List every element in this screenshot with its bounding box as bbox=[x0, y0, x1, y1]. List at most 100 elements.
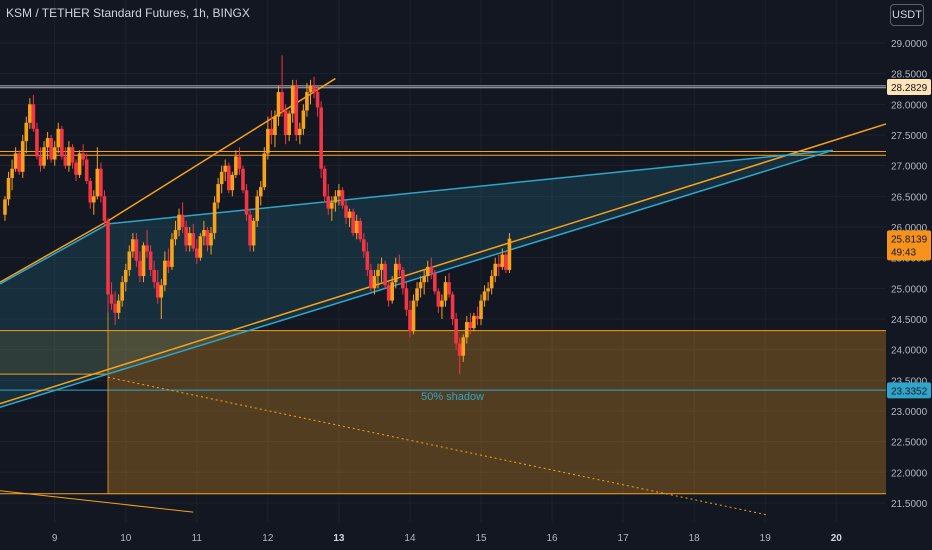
candle-body bbox=[496, 263, 501, 267]
price-label-value: 28.2829 bbox=[891, 83, 928, 94]
y-tick-label: 22.5000 bbox=[891, 438, 928, 449]
x-tick-label: 10 bbox=[120, 533, 132, 544]
candle-body bbox=[70, 147, 75, 163]
candle-body bbox=[450, 294, 455, 319]
y-tick-label: 24.5000 bbox=[891, 315, 928, 326]
candle-body bbox=[81, 153, 85, 160]
bottom-trend-line bbox=[0, 490, 194, 513]
candle-body bbox=[482, 291, 487, 301]
candle-body bbox=[489, 276, 494, 289]
channel-left-line bbox=[0, 223, 109, 285]
candle-body bbox=[386, 285, 391, 301]
candle-body bbox=[287, 113, 291, 135]
candle-body bbox=[88, 180, 93, 203]
candle-body bbox=[223, 165, 228, 172]
candle-body bbox=[468, 322, 473, 329]
y-tick-label: 21.5000 bbox=[891, 499, 928, 510]
candle-body bbox=[465, 322, 469, 338]
candle-body bbox=[52, 147, 57, 160]
candle-body bbox=[237, 156, 242, 169]
x-tick-label: 11 bbox=[192, 533, 203, 544]
candle-body bbox=[120, 282, 125, 301]
candle-body bbox=[123, 269, 128, 283]
candle-body bbox=[234, 156, 238, 175]
candle-body bbox=[461, 337, 466, 356]
candle-body bbox=[163, 260, 167, 286]
candle-body bbox=[276, 92, 281, 117]
candle-body bbox=[457, 343, 462, 356]
candle-body bbox=[376, 269, 380, 277]
shadow-annotation: 50% shadow bbox=[421, 391, 484, 403]
candle-body bbox=[152, 269, 156, 283]
candle-body bbox=[408, 309, 412, 332]
currency-button[interactable]: USDT bbox=[890, 4, 924, 26]
candle-body bbox=[397, 263, 402, 270]
candle-body bbox=[322, 168, 327, 197]
candles bbox=[3, 55, 512, 375]
y-tick-label: 26.5000 bbox=[891, 192, 928, 203]
x-tick-label: 16 bbox=[547, 533, 559, 544]
candle-body bbox=[177, 214, 181, 231]
channel-upper-line bbox=[107, 149, 833, 225]
candle-body bbox=[28, 104, 32, 123]
candle-body bbox=[109, 294, 114, 304]
candle-body bbox=[390, 282, 394, 301]
candle-body bbox=[312, 85, 316, 93]
candle-body bbox=[127, 251, 132, 270]
candle-body bbox=[354, 220, 359, 234]
x-tick-label: 9 bbox=[52, 533, 58, 544]
candle-body bbox=[155, 282, 160, 298]
y-tick-label: 23.5000 bbox=[891, 376, 928, 387]
candle-body bbox=[273, 116, 277, 135]
candle-body bbox=[49, 138, 53, 160]
candle-body bbox=[283, 110, 288, 135]
candle-body bbox=[475, 315, 480, 319]
candle-body bbox=[202, 230, 206, 237]
price-label-bg bbox=[887, 78, 931, 95]
candle-body bbox=[369, 269, 373, 289]
price-label-horizontal-line: 28.2829 bbox=[887, 78, 931, 95]
candle-body bbox=[447, 282, 451, 295]
candle-body bbox=[13, 153, 18, 169]
candle-body bbox=[372, 276, 377, 289]
trend-line-upper-orange bbox=[107, 77, 336, 222]
y-tick-label: 28.0000 bbox=[891, 100, 928, 111]
price-labels: 28.2829 25.8139 49:43 23.3352 bbox=[887, 78, 931, 399]
candle-body bbox=[42, 147, 46, 166]
candle-body bbox=[319, 107, 323, 169]
y-tick-label: 22.0000 bbox=[891, 468, 928, 479]
candle-body bbox=[411, 300, 416, 332]
channel-lower-line bbox=[0, 149, 833, 409]
candle-body bbox=[361, 239, 366, 252]
candle-body bbox=[148, 251, 153, 270]
x-tick-label: 12 bbox=[262, 533, 274, 544]
candle-body bbox=[17, 153, 21, 172]
candle-body bbox=[340, 190, 345, 206]
candle-body bbox=[294, 85, 299, 135]
candle-body bbox=[493, 263, 498, 277]
candle-body bbox=[219, 171, 224, 185]
price-label-value: 23.3352 bbox=[891, 386, 928, 397]
candle-body bbox=[38, 156, 43, 166]
y-tick-label: 27.0000 bbox=[891, 162, 928, 173]
candle-body bbox=[379, 263, 384, 270]
candle-body bbox=[230, 174, 235, 191]
candle-body bbox=[180, 214, 185, 227]
candle-body bbox=[280, 92, 284, 111]
candle-body bbox=[258, 187, 263, 197]
candle-body bbox=[191, 233, 196, 249]
axes: 21.5000 22.0000 22.5000 23.0000 23.5000 24.00… bbox=[52, 39, 928, 544]
candle-body bbox=[425, 266, 430, 277]
price-label-bg bbox=[887, 230, 931, 261]
candle-body bbox=[244, 190, 249, 215]
candle-body bbox=[131, 239, 135, 252]
candle-body bbox=[301, 110, 306, 129]
candle-body bbox=[10, 168, 14, 178]
candle-body bbox=[77, 153, 82, 175]
candle-body bbox=[290, 85, 295, 114]
candle-body bbox=[67, 147, 71, 166]
candle-body bbox=[24, 122, 29, 142]
candle-body bbox=[56, 128, 61, 148]
y-tick-label: 23.0000 bbox=[891, 407, 928, 418]
